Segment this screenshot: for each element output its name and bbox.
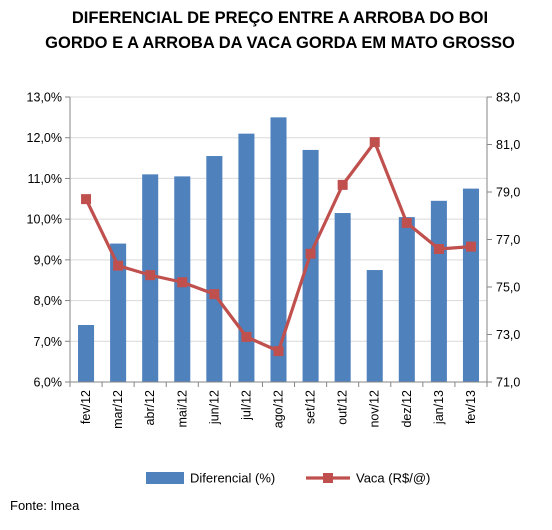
line-marker [273,346,284,357]
bar [206,156,223,382]
y-left-tick-label: 8,0% [34,294,63,308]
y-left-tick-label: 9,0% [34,253,63,267]
bar [366,270,383,382]
y-right-tick-label: 79,0 [496,186,520,200]
y-right-tick-label: 73,0 [496,328,520,342]
line-marker [305,248,316,259]
y-right-tick-label: 71,0 [496,376,520,390]
line-marker [145,270,156,281]
bar [334,213,351,382]
x-tick-label: out/12 [336,390,350,425]
line-marker [177,277,188,288]
line-marker [337,179,348,190]
y-left-tick-label: 12,0% [27,131,62,145]
x-tick-label: jan/13 [432,390,446,425]
bar [462,188,479,382]
y-right-tick-label: 75,0 [496,281,520,295]
x-tick-label: jun/12 [207,390,221,425]
y-right-tick-label: 83,0 [496,91,520,105]
legend-swatch-marker [323,473,333,483]
x-tick-label: mar/12 [111,390,125,429]
y-right-tick-label: 81,0 [496,138,520,152]
x-tick-label: dez/12 [400,390,414,428]
axes [65,96,492,387]
bar [110,243,127,382]
x-tick-label: mai/12 [175,390,189,428]
x-tick-label: fev/12 [79,390,93,424]
bar [398,217,415,382]
x-tick-label: fev/13 [464,390,478,424]
x-tick-label: set/12 [304,390,318,424]
bar [270,117,287,382]
bar [238,133,255,382]
line-marker [113,260,124,271]
legend-swatch-bar [146,472,184,484]
line-marker [369,137,380,148]
bar [430,200,447,382]
line-marker [465,241,476,252]
line-series [81,137,476,357]
y-left-tick-label: 13,0% [27,91,62,105]
line-marker [401,217,412,228]
y-left-tick-label: 11,0% [27,172,62,186]
legend-label-line: Vaca (R$/@) [356,471,430,486]
y-left-tick-label: 6,0% [34,376,63,390]
tick-labels: 6,0% 7,0% 8,0% 9,0% 10,0% 11,0% 12,0% 13,0% 71,0… [27,91,521,429]
x-tick-label: nov/12 [368,390,382,428]
line-marker [241,331,252,342]
y-right-tick-label: 77,0 [496,233,520,247]
line-marker [433,244,444,254]
line-marker [81,194,92,205]
bar [302,149,319,382]
legend: Diferencial (%) Vaca (R$/@) [146,471,430,486]
x-tick-label: ago/12 [272,390,286,428]
source-note: Fonte: Imea [10,498,80,513]
y-left-tick-label: 7,0% [34,335,63,349]
y-left-tick-label: 10,0% [27,213,62,227]
line-marker [209,289,220,300]
bar-series [78,117,479,382]
x-tick-label: jul/12 [239,390,253,421]
legend-label-bar: Diferencial (%) [190,471,275,486]
x-tick-label: abr/12 [143,390,157,425]
chart-title: DIFERENCIAL DE PREÇO ENTRE A ARROBA DO B… [45,9,515,52]
bar [78,325,95,382]
